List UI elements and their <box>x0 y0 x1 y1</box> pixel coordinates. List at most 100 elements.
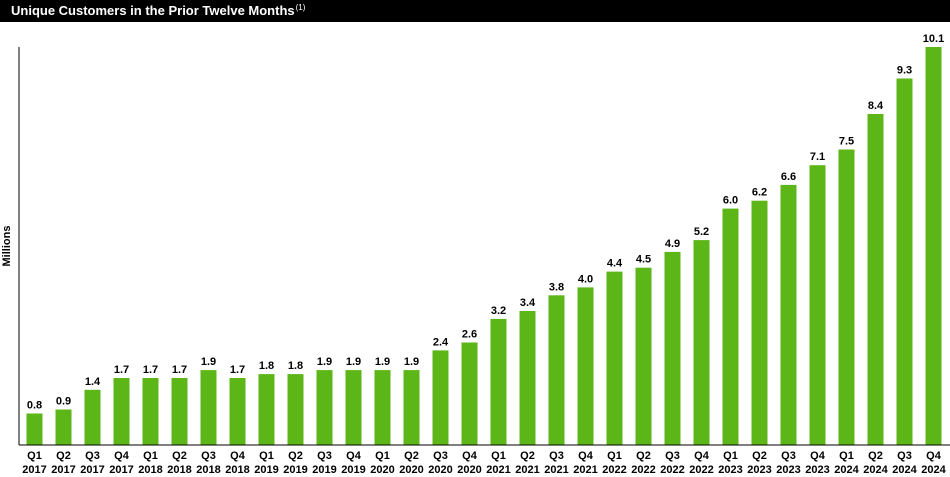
x-tick-label-quarter: Q3 <box>201 450 216 462</box>
x-tick-label-quarter: Q4 <box>346 450 362 462</box>
bar <box>316 370 333 445</box>
x-tick-label-year: 2018 <box>225 464 249 476</box>
bar-value-label: 5.2 <box>694 226 709 238</box>
bar <box>809 165 826 445</box>
x-tick-label-quarter: Q2 <box>868 450 883 462</box>
x-tick-label-year: 2021 <box>573 464 597 476</box>
bar-value-label: 0.8 <box>27 400 42 412</box>
bar <box>925 47 942 445</box>
bar <box>548 295 565 445</box>
bar-value-label: 1.7 <box>114 364 129 376</box>
bar-value-label: 4.0 <box>578 273 593 285</box>
x-tick-label-quarter: Q1 <box>375 450 390 462</box>
x-tick-label-quarter: Q2 <box>172 450 187 462</box>
chart-title-bar: Unique Customers in the Prior Twelve Mon… <box>0 0 950 22</box>
x-tick-label-year: 2018 <box>138 464 162 476</box>
bar-value-label: 3.4 <box>520 297 536 309</box>
x-tick-label-year: 2021 <box>515 464 539 476</box>
bar <box>171 378 188 445</box>
x-tick-label-quarter: Q3 <box>317 450 332 462</box>
bar <box>751 200 768 445</box>
x-tick-label-quarter: Q3 <box>549 450 564 462</box>
x-tick-label-year: 2018 <box>196 464 220 476</box>
bar-value-label: 1.4 <box>85 376 101 388</box>
bar-value-label: 1.7 <box>143 364 158 376</box>
bar <box>838 149 855 445</box>
x-tick-label-quarter: Q2 <box>636 450 651 462</box>
bar-value-label: 3.2 <box>491 305 506 317</box>
x-tick-label-quarter: Q3 <box>85 450 100 462</box>
bar-value-label: 1.7 <box>230 364 245 376</box>
bar <box>403 370 420 445</box>
x-tick-label-quarter: Q4 <box>578 450 594 462</box>
x-tick-label-year: 2020 <box>370 464 394 476</box>
x-tick-label-year: 2023 <box>805 464 829 476</box>
x-tick-label-quarter: Q1 <box>143 450 158 462</box>
x-tick-label-year: 2023 <box>718 464 742 476</box>
x-tick-label-year: 2021 <box>544 464 568 476</box>
x-tick-label-year: 2024 <box>863 464 888 476</box>
x-tick-label-year: 2017 <box>51 464 75 476</box>
bar <box>287 374 304 445</box>
bar <box>55 409 72 445</box>
x-tick-label-quarter: Q3 <box>433 450 448 462</box>
bar <box>635 267 652 445</box>
x-tick-label-year: 2017 <box>109 464 133 476</box>
bar <box>345 370 362 445</box>
x-tick-label-quarter: Q4 <box>462 450 478 462</box>
bar <box>142 378 159 445</box>
x-tick-label-quarter: Q1 <box>839 450 854 462</box>
bar-value-label: 7.5 <box>839 136 854 148</box>
x-tick-label-year: 2017 <box>22 464 46 476</box>
x-tick-label-year: 2024 <box>834 464 859 476</box>
bar <box>867 114 884 445</box>
bar-value-label: 2.4 <box>433 336 449 348</box>
x-tick-label-quarter: Q2 <box>404 450 419 462</box>
bar <box>519 311 536 445</box>
x-tick-label-quarter: Q1 <box>723 450 738 462</box>
x-tick-label-year: 2022 <box>602 464 626 476</box>
bar-value-label: 0.9 <box>56 396 71 408</box>
x-tick-label-year: 2022 <box>631 464 655 476</box>
x-tick-label-year: 2024 <box>892 464 917 476</box>
bar-value-label: 1.9 <box>346 356 361 368</box>
bar <box>229 378 246 445</box>
x-tick-label-quarter: Q4 <box>230 450 246 462</box>
bar <box>84 389 101 445</box>
x-tick-label-quarter: Q4 <box>694 450 710 462</box>
bar <box>432 350 449 445</box>
x-tick-label-year: 2019 <box>312 464 336 476</box>
bar <box>374 370 391 445</box>
bar <box>577 287 594 445</box>
bar <box>113 378 130 445</box>
x-tick-label-year: 2019 <box>283 464 307 476</box>
bar-value-label: 1.9 <box>404 356 419 368</box>
bar-value-label: 4.5 <box>636 254 651 266</box>
x-tick-label-quarter: Q2 <box>288 450 303 462</box>
bar-value-label: 1.9 <box>375 356 390 368</box>
bar <box>200 370 217 445</box>
x-axis-tick-labels: Q1 2017 Q2 2017 Q3 2017 Q4 2017 Q1 2018 Q2 2018 Q3 20… <box>22 450 946 476</box>
x-tick-label-quarter: Q3 <box>781 450 796 462</box>
x-tick-label-year: 2020 <box>399 464 423 476</box>
bar-value-label: 1.8 <box>288 360 303 372</box>
x-tick-label-quarter: Q3 <box>897 450 912 462</box>
x-tick-label-year: 2021 <box>486 464 510 476</box>
bar-value-label: 7.1 <box>810 151 825 163</box>
x-tick-label-year: 2017 <box>80 464 104 476</box>
bar-value-label: 2.6 <box>462 329 477 341</box>
bar-series <box>26 47 942 445</box>
x-tick-label-quarter: Q2 <box>520 450 535 462</box>
bar-value-label: 1.7 <box>172 364 187 376</box>
bar-value-label: 10.1 <box>923 33 944 45</box>
x-tick-label-quarter: Q1 <box>607 450 622 462</box>
x-tick-label-quarter: Q1 <box>491 450 506 462</box>
bar-value-label: 6.0 <box>723 195 738 207</box>
bar-value-label: 4.4 <box>607 258 623 270</box>
x-tick-label-quarter: Q1 <box>27 450 42 462</box>
x-tick-label-year: 2023 <box>747 464 771 476</box>
bar <box>258 374 275 445</box>
bar <box>722 208 739 445</box>
bar <box>490 318 507 445</box>
